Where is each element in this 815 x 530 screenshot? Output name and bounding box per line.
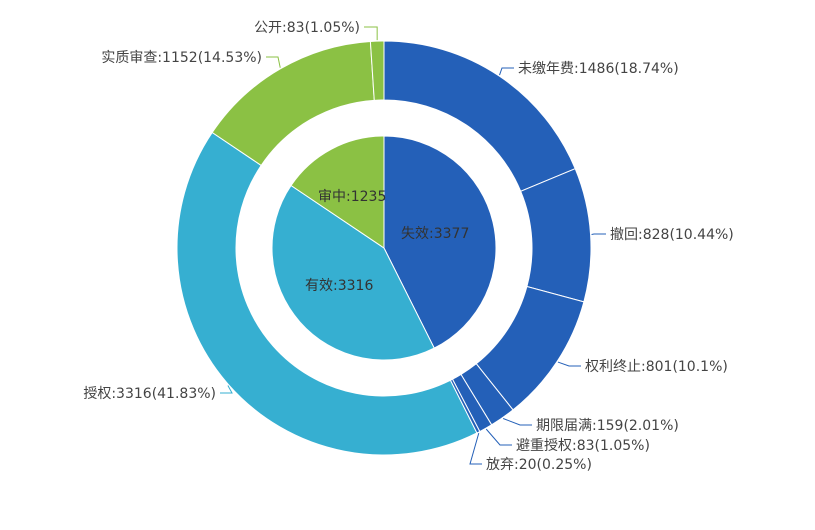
- leader-line-7: [266, 57, 280, 68]
- leader-line-2: [558, 362, 581, 366]
- leader-line-3: [503, 419, 532, 425]
- outer-label-7: 实质审查:1152(14.53%): [101, 50, 262, 66]
- inner-label-0: 失效:3377: [401, 226, 469, 242]
- leader-line-4: [486, 429, 512, 445]
- outer-label-3: 期限届满:159(2.01%): [536, 418, 679, 434]
- leader-line-8: [364, 27, 377, 40]
- outer-label-8: 公开:83(1.05%): [254, 20, 360, 36]
- leader-line-0: [500, 68, 514, 75]
- inner-label-2: 审中:1235: [318, 189, 386, 205]
- outer-slice-1[interactable]: [521, 169, 591, 302]
- inner-pie: [272, 136, 496, 360]
- outer-label-5: 放弃:20(0.25%): [486, 457, 592, 473]
- outer-label-2: 权利终止:801(10.1%): [585, 359, 728, 375]
- inner-label-1: 有效:3316: [305, 278, 373, 294]
- leader-line-5: [470, 433, 482, 464]
- outer-label-0: 未缴年费:1486(18.74%): [518, 61, 679, 77]
- outer-label-1: 撤回:828(10.44%): [610, 227, 734, 243]
- outer-label-4: 避重授权:83(1.05%): [516, 438, 650, 454]
- outer-label-6: 授权:3316(41.83%): [83, 386, 216, 402]
